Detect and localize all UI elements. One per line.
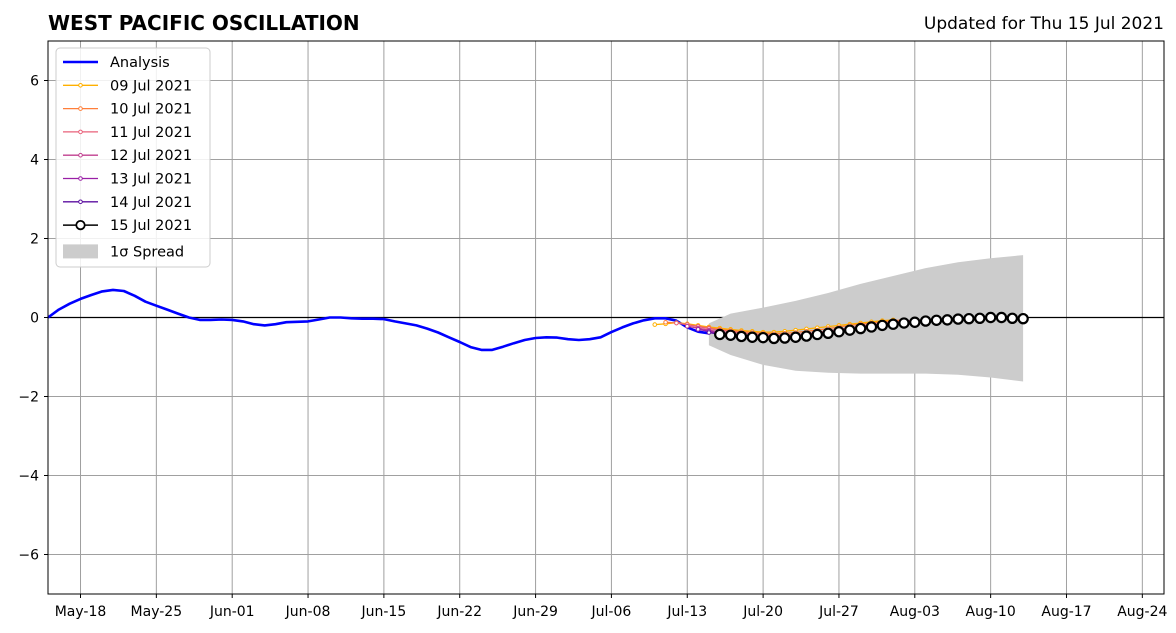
y-tick-label: −6 [18, 548, 39, 564]
forecast-point [909, 316, 921, 328]
legend-marker [78, 83, 83, 88]
forecast-point [811, 328, 823, 341]
chart-subtitle: Updated for Thu 15 Jul 2021 [924, 14, 1164, 34]
legend-entry: 15 Jul 2021 [63, 218, 192, 234]
forecast-point [714, 328, 726, 341]
forecast-point [779, 332, 791, 344]
forecast-point [757, 331, 769, 344]
forecast-point [768, 332, 780, 345]
series-lines [47, 288, 1029, 352]
x-tick-label: May-25 [131, 604, 183, 620]
spread-area [708, 255, 1024, 382]
forecast-point [1017, 312, 1029, 325]
legend-swatch [63, 244, 98, 259]
forecast-point [789, 331, 802, 343]
forecast-point [674, 320, 679, 326]
x-tick-label: Aug-24 [1117, 604, 1167, 620]
y-tick-label: −2 [18, 390, 39, 406]
legend-box [55, 47, 211, 268]
forecast-point [941, 314, 954, 326]
legend-label: Analysis [110, 55, 170, 71]
legend-entry: 09 Jul 2021 [63, 78, 192, 94]
x-tick-label: Jun-22 [436, 604, 482, 620]
legend-marker [78, 199, 83, 205]
forecast-point [995, 311, 1008, 324]
legend-label: 12 Jul 2021 [110, 148, 192, 164]
x-tick-label: Jun-29 [512, 604, 558, 620]
legend-entry: 11 Jul 2021 [63, 125, 192, 141]
x-axis-ticks: May-18 May-25 Jun-01 Jun-08 Jun-15 Jun-22 Jun-… [55, 594, 1168, 620]
forecast-point [652, 322, 658, 327]
forecast-point [952, 313, 964, 325]
legend-label: 10 Jul 2021 [110, 102, 192, 118]
y-tick-label: −4 [18, 469, 39, 485]
forecast-point [684, 323, 690, 329]
forecast-point [833, 326, 845, 338]
x-tick-label: Jun-15 [361, 604, 407, 620]
y-tick-label: 4 [30, 153, 39, 169]
x-tick-label: May-18 [55, 604, 107, 620]
legend-entry: 14 Jul 2021 [63, 195, 192, 211]
y-axis-ticks: 6 4 2 0 −2 −4 −6 [18, 74, 48, 564]
legend-entry: 13 Jul 2021 [63, 172, 192, 188]
legend-label: 09 Jul 2021 [110, 78, 192, 94]
spread-band [708, 255, 1024, 382]
forecast-point [930, 314, 943, 326]
y-tick-label: 0 [30, 311, 39, 327]
forecast-point [695, 327, 701, 332]
legend-marker [78, 152, 83, 158]
forecast-point [854, 322, 867, 335]
chart-title: WEST PACIFIC OSCILLATION [48, 11, 360, 35]
x-tick-label: Jul-20 [742, 604, 783, 620]
forecast-point [865, 321, 878, 333]
forecast-point [887, 318, 899, 330]
x-tick-label: Jul-06 [591, 604, 632, 620]
forecast-point [844, 324, 856, 336]
legend-label: 13 Jul 2021 [110, 172, 192, 188]
legend-entry: 10 Jul 2021 [63, 102, 192, 118]
x-tick-label: Aug-17 [1041, 604, 1091, 620]
forecast-point [963, 312, 975, 325]
legend-marker [78, 106, 83, 111]
forecast-point [724, 329, 737, 341]
forecast-point [822, 327, 834, 339]
legend-label: 1σ Spread [110, 244, 184, 260]
x-tick-label: Jul-13 [666, 604, 707, 620]
y-tick-label: 6 [30, 74, 39, 90]
legend-marker [78, 176, 83, 181]
legend-marker [78, 129, 83, 135]
y-tick-label: 2 [30, 232, 39, 248]
legend-entry: 12 Jul 2021 [63, 148, 192, 164]
forecast-point [919, 315, 932, 327]
forecast-point [800, 330, 813, 342]
analysis-line [47, 288, 710, 352]
x-tick-label: Aug-10 [966, 604, 1016, 620]
forecast-point [1006, 312, 1019, 324]
x-tick-label: Jul-27 [818, 604, 859, 620]
x-tick-label: Jun-08 [285, 604, 331, 620]
x-tick-label: Jun-01 [209, 604, 255, 620]
legend: Analysis 09 Jul 2021 10 Jul 2021 11 Jul 202… [55, 47, 211, 268]
legend-label: 11 Jul 2021 [110, 125, 192, 141]
forecast-point [898, 317, 910, 329]
legend-entry: Analysis [63, 55, 170, 71]
series-0 [47, 288, 710, 352]
forecast-point [735, 330, 748, 343]
forecast-point [746, 331, 758, 343]
forecast-point [876, 319, 888, 332]
series-7 [714, 311, 1029, 345]
forecast-point [706, 330, 712, 335]
legend-label: 14 Jul 2021 [110, 195, 192, 211]
forecast-point [974, 312, 986, 324]
legend-label: 15 Jul 2021 [110, 218, 192, 234]
forecast-point [984, 311, 997, 324]
x-tick-label: Aug-03 [890, 604, 940, 620]
legend-entry: 1σ Spread [63, 244, 184, 260]
forecast-point [663, 319, 668, 325]
legend-marker [75, 220, 86, 231]
